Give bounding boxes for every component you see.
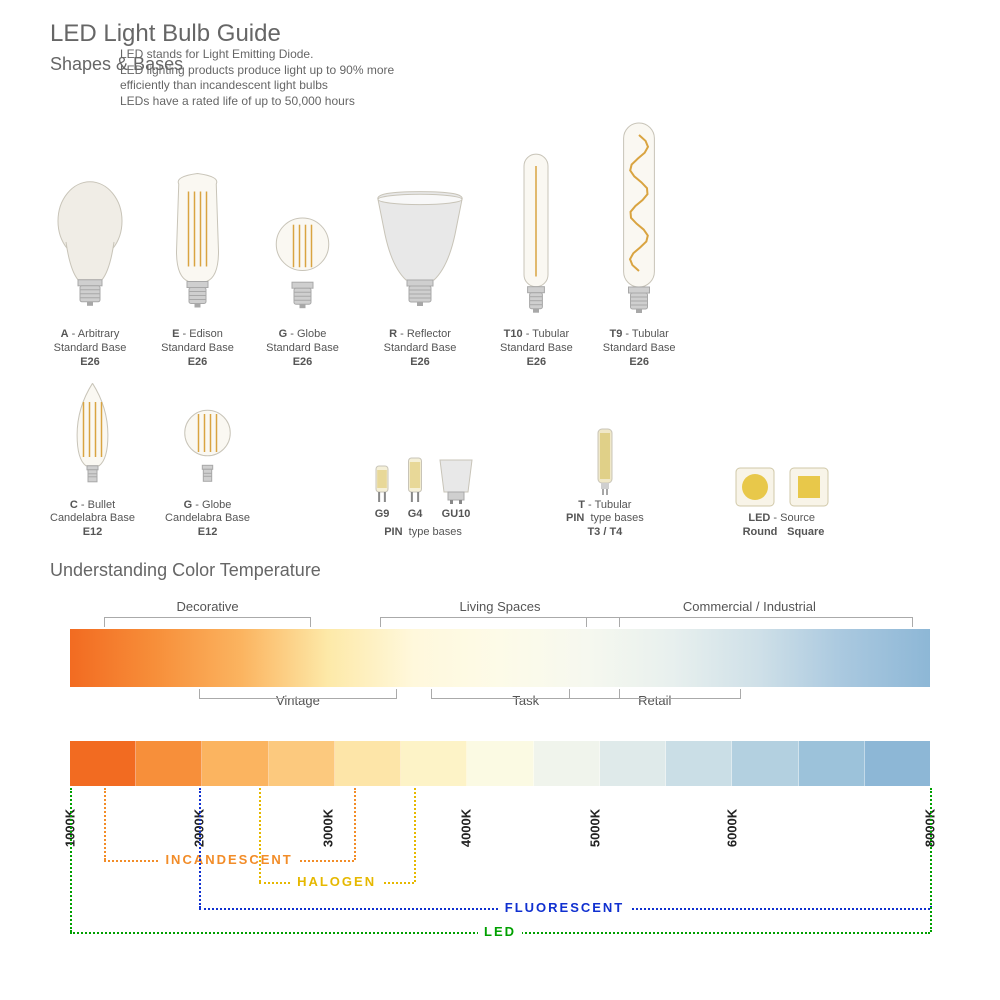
led-source: LED - SourceRound Square — [734, 466, 830, 540]
bulb-label: E - EdisonStandard BaseE26 — [161, 328, 234, 369]
usage-bracket: Decorative — [177, 599, 239, 614]
usage-bracket: Living Spaces — [460, 599, 541, 614]
pin-group: G9 G4 GU10 PIN type bases — [370, 456, 476, 540]
bulb-r: R - ReflectorStandard BaseE26 — [370, 189, 470, 369]
kelvin-label: 6000K — [725, 809, 740, 847]
t-pin: T - TubularPIN type basesT3 / T4 — [566, 425, 644, 540]
bulb-g-small: G - GlobeCandelabra BaseE12 — [165, 395, 250, 540]
usage-bracket: Commercial / Industrial — [683, 599, 816, 614]
bulb-a: A - ArbitraryStandard BaseE26 — [50, 179, 130, 369]
tech-range-label: LED — [478, 924, 522, 939]
header-description: LED stands for Light Emitting Diode.LED … — [120, 47, 420, 109]
bulb-g: G - GlobeStandard BaseE26 — [265, 204, 340, 369]
tech-range-label: HALOGEN — [291, 874, 382, 889]
color-temp-title: Understanding Color Temperature — [50, 560, 950, 581]
bulb-e: E - EdisonStandard BaseE26 — [160, 169, 235, 369]
bulb-t9: T9 - TubularStandard BaseE26 — [603, 119, 676, 369]
bulb-label: G - GlobeStandard BaseE26 — [266, 328, 339, 369]
main-title: LED Light Bulb Guide — [50, 20, 950, 48]
kelvin-label: 3000K — [321, 809, 336, 847]
tech-ranges: INCANDESCENT HALOGEN FLUORESCENT LED — [70, 850, 930, 970]
kelvin-bar — [70, 741, 930, 786]
usage-gradient-bar: Decorative Living Spaces Commercial / Indu… — [70, 601, 930, 711]
kelvin-label: 4000K — [458, 809, 473, 847]
bulb-t10: T10 - TubularStandard BaseE26 — [500, 149, 573, 369]
bulb-label: A - ArbitraryStandard BaseE26 — [54, 328, 127, 369]
bulb-label: R - ReflectorStandard BaseE26 — [384, 328, 457, 369]
bulb-c: C - BulletCandelabra BaseE12 — [50, 380, 135, 540]
tech-range-label: INCANDESCENT — [159, 852, 298, 867]
bulb-label: T10 - TubularStandard BaseE26 — [500, 328, 573, 369]
tech-range-label: FLUORESCENT — [499, 900, 631, 915]
kelvin-label: 5000K — [587, 809, 602, 847]
bulb-grid: A - ArbitraryStandard BaseE26 E - Edison… — [50, 119, 950, 540]
bulb-label: T9 - TubularStandard BaseE26 — [603, 328, 676, 369]
